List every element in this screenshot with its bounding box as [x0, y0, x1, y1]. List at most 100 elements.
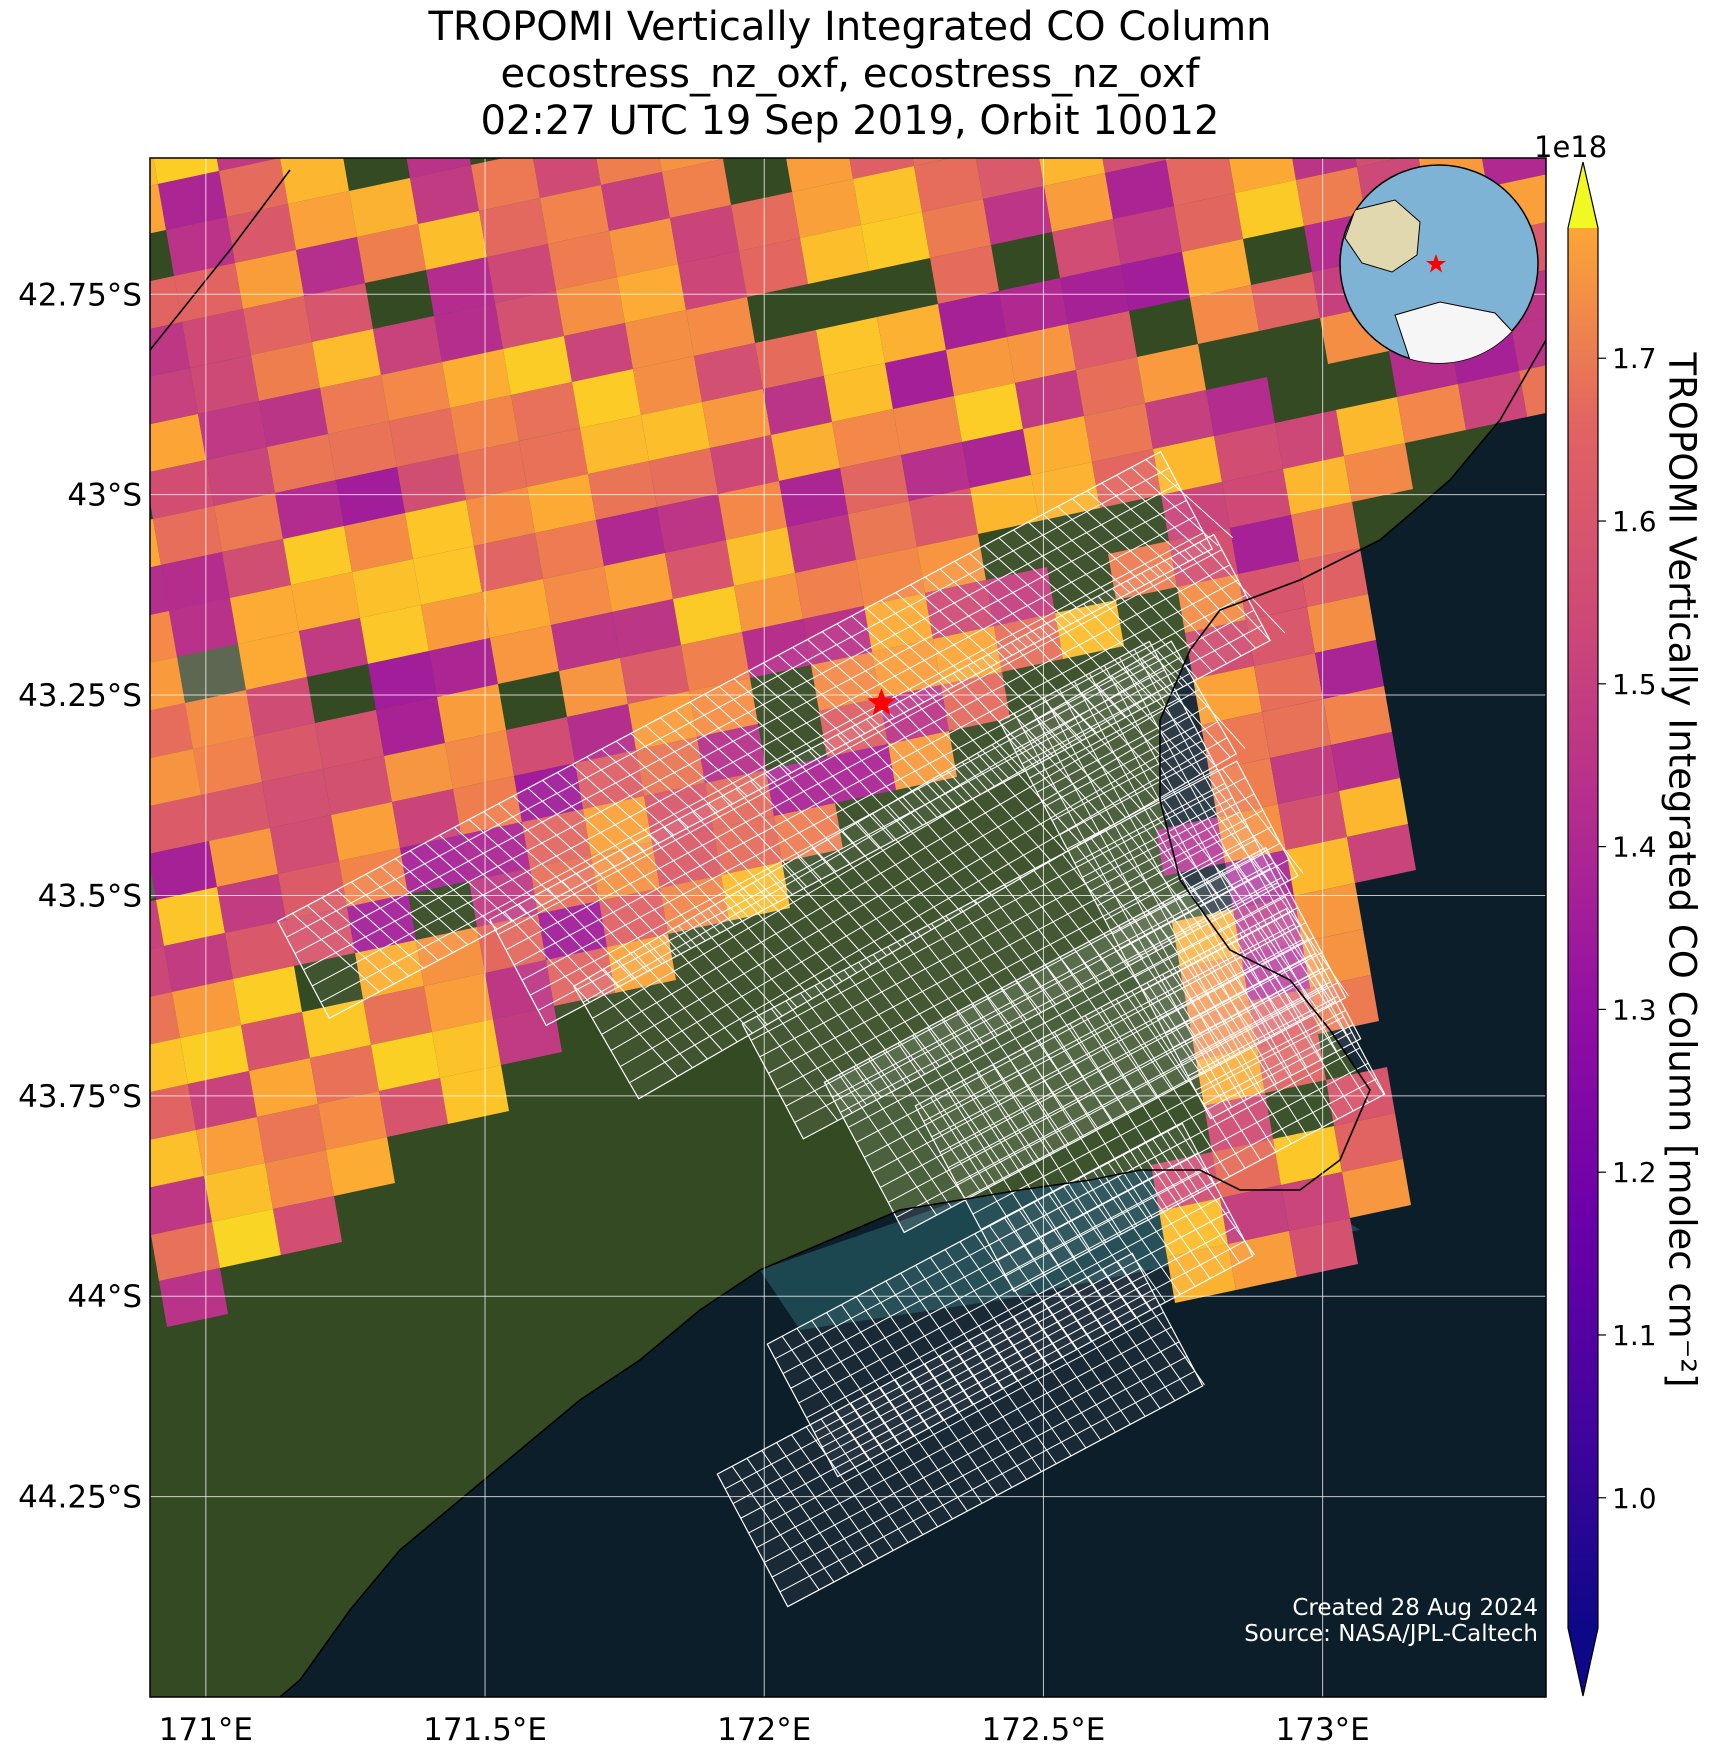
co-pixel [185, 690, 254, 749]
co-pixel [150, 1130, 204, 1188]
co-pixel [644, 783, 713, 842]
co-pixel [150, 841, 217, 900]
co-pixel [861, 212, 930, 271]
title-line-3: 02:27 UTC 19 Sep 2019, Orbit 10012 [480, 98, 1220, 144]
co-pixel [596, 507, 665, 566]
co-pixel [999, 278, 1068, 337]
co-pixel [150, 657, 185, 711]
co-pixel [410, 165, 479, 224]
co-pixel [1113, 206, 1182, 265]
co-pixel [331, 802, 400, 861]
co-pixel [1286, 837, 1355, 896]
co-pixel [273, 1196, 342, 1255]
co-pixel [1519, 365, 1546, 417]
co-pixel [1532, 69, 1601, 128]
co-pixel [617, 264, 686, 323]
co-pixel [524, 93, 593, 152]
co-pixel [150, 565, 169, 616]
co-pixel [641, 402, 710, 461]
co-pixel [169, 598, 238, 657]
footprint-mesh [741, 760, 1304, 1140]
co-pixel [262, 769, 331, 828]
co-pixel [1084, 403, 1153, 462]
co-pixel [1273, 1126, 1342, 1185]
colorbar-tick-label: 1.1 [1612, 1319, 1657, 1352]
co-pixel [270, 815, 339, 874]
co-pixel [150, 946, 172, 997]
co-pixel [604, 553, 673, 612]
co-pixel [1336, 397, 1405, 456]
co-pixel [233, 966, 302, 1025]
co-pixel [620, 645, 689, 704]
footprint-mesh [276, 450, 1234, 1020]
co-pixel [150, 1038, 188, 1093]
co-pixel [204, 1163, 273, 1222]
co-pixel [357, 224, 426, 283]
co-pixel [243, 296, 312, 355]
co-pixel [755, 330, 824, 389]
co-pixel [1511, 317, 1546, 371]
lon-tick-label: 172.5°E [982, 1712, 1106, 1748]
co-pixel [819, 698, 888, 757]
co-pixel [142, 79, 211, 138]
credits: Created 28 Aug 2024 Source: NASA/JPL-Cal… [1244, 1595, 1538, 1647]
co-pixel [660, 875, 729, 934]
coastline [150, 169, 1546, 1697]
co-pixel [1052, 219, 1121, 278]
co-pixel [580, 415, 649, 474]
co-pixel [493, 1006, 562, 1065]
co-pixel [259, 388, 328, 447]
co-pixel [216, 158, 280, 171]
co-pixel [479, 198, 548, 257]
co-pixel [519, 428, 588, 487]
co-pixel [1044, 173, 1113, 232]
co-pixel [914, 158, 983, 212]
co-pixel [1281, 1172, 1350, 1231]
co-pixel [355, 940, 424, 999]
co-pixel [1206, 377, 1275, 436]
inset-globe [1339, 164, 1539, 364]
co-pixel [1145, 390, 1214, 449]
co-pixel [734, 573, 803, 632]
gridlines [150, 158, 1546, 1697]
co-pixel [673, 586, 742, 645]
co-pixel [209, 828, 278, 887]
colorbar-tick-label: 1.0 [1612, 1482, 1657, 1515]
co-pixel [1023, 416, 1092, 475]
created-date: Created 28 Aug 2024 [1292, 1595, 1538, 1621]
lon-tick-label: 172°E [717, 1712, 811, 1748]
co-pixel [150, 795, 209, 854]
co-pixel [376, 697, 445, 756]
co-pixel [349, 178, 418, 237]
lon-tick-label: 173°E [1276, 1712, 1370, 1748]
co-pixel [925, 580, 994, 639]
co-pixel [272, 99, 341, 158]
co-pixel [543, 566, 612, 625]
co-pixel [161, 552, 230, 611]
co-pixel [849, 158, 914, 179]
co-pixel [310, 1045, 379, 1104]
co-pixel [511, 382, 580, 441]
co-pixel [201, 782, 270, 841]
co-pixel [1275, 410, 1344, 469]
co-pixel [158, 171, 227, 230]
co-pixel [657, 494, 726, 553]
co-pixel [219, 158, 288, 217]
co-pixel [172, 979, 241, 1038]
co-pixel [257, 1104, 326, 1163]
co-pixel [323, 756, 392, 815]
co-pixel [912, 158, 952, 166]
co-pixel [1204, 1093, 1273, 1152]
co-pixel [848, 501, 917, 560]
co-pixel [659, 158, 723, 172]
co-pixel [567, 704, 636, 763]
lat-tick-label: 43.75°S [18, 1079, 142, 1115]
co-pixel [792, 179, 861, 238]
co-pixel [946, 337, 1015, 396]
co-pixel [1102, 158, 1166, 173]
co-pixel [397, 454, 466, 513]
lat-tick-label: 43°S [67, 478, 142, 514]
co-pixel [1015, 370, 1084, 429]
co-pixel [188, 1071, 257, 1130]
